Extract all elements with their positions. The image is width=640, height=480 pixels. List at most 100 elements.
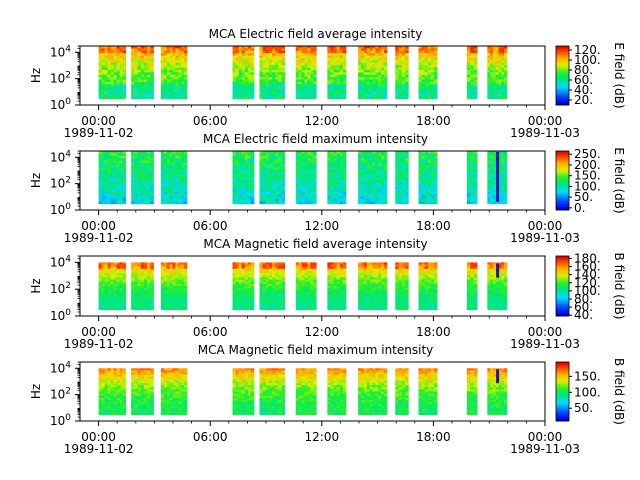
spectrogram-cell [238, 160, 243, 164]
spectrogram-cell [268, 298, 273, 302]
spectrogram-cell [363, 201, 368, 205]
spectrogram-cell [281, 298, 285, 302]
spectrogram-cell [244, 275, 249, 278]
spectrogram-cell [504, 160, 508, 164]
spectrogram-cell [281, 191, 285, 195]
spectrogram-cell [384, 177, 388, 181]
spectrogram-cell [247, 96, 252, 100]
spectrogram-cell [375, 194, 379, 197]
spectrogram-cell [375, 81, 379, 85]
data-segment [295, 262, 317, 311]
spectrogram-cell [369, 177, 373, 181]
spectrogram-cell [110, 62, 114, 66]
spectrogram-cell [166, 72, 170, 76]
spectrogram-cell [333, 266, 338, 270]
spectrogram-cell [427, 57, 432, 61]
spectrogram-cell [504, 196, 508, 200]
spectrogram-cell [304, 266, 308, 270]
spectrogram-cell [119, 307, 123, 311]
colorbar-cell [556, 78, 569, 81]
spectrogram-cell [107, 281, 111, 285]
spectrogram-cell [241, 65, 246, 68]
y-tick-label: 100 [50, 202, 71, 217]
spectrogram-cell [342, 177, 347, 181]
spectrogram-cell [140, 151, 145, 154]
spectrogram-cell [238, 79, 243, 83]
spectrogram-cell [244, 67, 249, 71]
spectrogram-cell [104, 72, 108, 76]
spectrogram-cell [275, 67, 279, 71]
spectrogram-cell [421, 69, 426, 73]
spectrogram-cell [310, 186, 314, 190]
spectrogram-cell [143, 81, 148, 85]
spectrogram-cell [181, 55, 185, 59]
spectrogram-cell [247, 74, 252, 78]
spectrogram-cell [238, 198, 243, 202]
spectrogram-cell [140, 89, 145, 92]
spectrogram-cell [360, 170, 365, 173]
spectrogram-cell [116, 96, 120, 100]
spectrogram-cell [275, 84, 279, 88]
spectrogram-cell [147, 277, 151, 280]
spectrogram-cell [232, 170, 236, 173]
spectrogram-cell [122, 165, 126, 169]
spectrogram-cell [295, 55, 300, 59]
spectrogram-cell [98, 179, 102, 183]
spectrogram-cell [369, 167, 373, 171]
spectrogram-cell [381, 201, 385, 205]
spectrogram-cell [232, 184, 236, 188]
spectrogram-cell [339, 182, 344, 185]
spectrogram-cell [131, 160, 135, 164]
spectrogram-cell [372, 198, 376, 202]
data-segment [295, 46, 317, 100]
spectrogram-cell [384, 48, 388, 52]
spectrogram-cell [238, 179, 243, 183]
spectrogram-cell [232, 72, 236, 76]
spectrogram-cell [421, 174, 426, 178]
spectrogram-cell [275, 53, 279, 56]
spectrogram-cell [116, 86, 120, 90]
spectrogram-cell [498, 170, 502, 173]
spectrogram-cell [116, 201, 120, 205]
spectrogram-cell [122, 292, 126, 295]
spectrogram-cell [313, 55, 317, 59]
spectrogram-cell [384, 84, 388, 88]
spectrogram-cell [498, 50, 502, 54]
spectrogram-cell [298, 151, 302, 154]
spectrogram-cell [238, 86, 243, 90]
spectrogram-cell [178, 160, 182, 164]
spectrogram-cell [272, 79, 276, 83]
spectrogram-cell [424, 62, 429, 66]
spectrogram-cell [268, 277, 273, 280]
spectrogram-cell [342, 170, 347, 173]
spectrogram-cell [278, 198, 282, 202]
spectrogram-cell [378, 55, 382, 59]
spectrogram-cell [313, 273, 317, 276]
spectrogram-cell [241, 286, 246, 289]
spectrogram-cell [381, 182, 385, 185]
spectrogram-cell [172, 79, 176, 83]
spectrogram-cell [259, 262, 264, 265]
spectrogram-cell [398, 191, 403, 195]
spectrogram-cell [307, 93, 311, 97]
spectrogram-cell [307, 62, 311, 66]
spectrogram-cell [262, 62, 267, 66]
spectrogram-cell [110, 273, 114, 276]
spectrogram-cell [160, 290, 165, 293]
spectrogram-cell [140, 65, 145, 68]
spectrogram-cell [110, 182, 114, 185]
spectrogram-cell [310, 273, 314, 276]
spectrogram-cell [395, 196, 399, 200]
spectrogram-cell [98, 186, 102, 190]
spectrogram-cell [247, 158, 252, 161]
spectrogram-cell [232, 62, 236, 66]
spectrogram-cell [466, 179, 471, 183]
spectrogram-cell [150, 55, 154, 59]
spectrogram-cell [307, 65, 311, 68]
spectrogram-cell [147, 182, 151, 185]
spectrogram-cell [333, 53, 338, 56]
spectrogram-cell [418, 198, 423, 202]
spectrogram-cell [381, 84, 385, 88]
spectrogram-cell [418, 151, 423, 154]
spectrogram-cell [490, 81, 494, 85]
